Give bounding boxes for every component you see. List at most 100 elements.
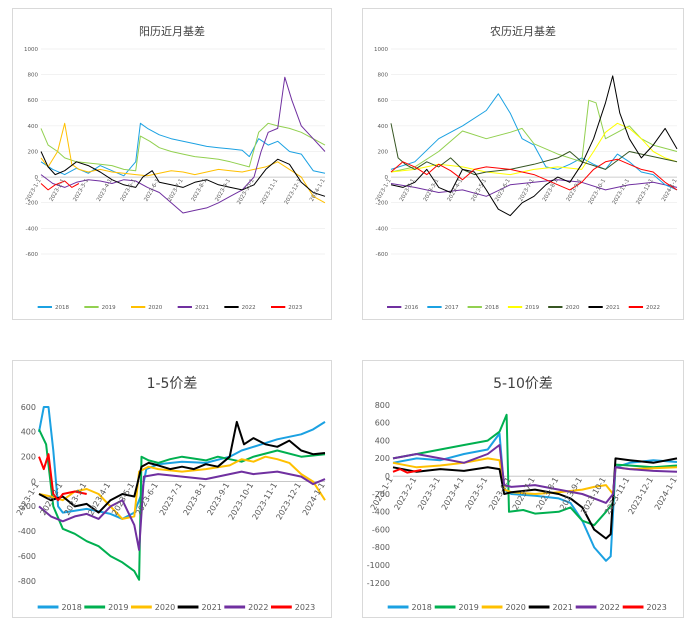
chart-svg: 800 600 400 200 0 -200 -400 -600 -800 -1000 -1200 2… bbox=[367, 401, 679, 612]
x-tick-label: 2024-1-1 bbox=[301, 481, 327, 517]
legend-label: 2022 bbox=[242, 305, 256, 311]
x-tick-label: 2023-9-1 bbox=[205, 481, 231, 517]
chart-svg: 1000 800 600 400 200 0 -200 -400 -600 2023-1-1 202… bbox=[24, 47, 327, 311]
series-line-2022 bbox=[392, 444, 678, 504]
y-tick-label: 600 bbox=[375, 419, 390, 428]
series-line-2021 bbox=[392, 457, 678, 540]
x-tick-label: 2023-7-1 bbox=[158, 481, 184, 517]
legend-label: 2021 bbox=[606, 305, 620, 311]
series-line-2023 bbox=[392, 468, 422, 474]
chart-title: 阳历近月基差 bbox=[139, 25, 205, 38]
legend-label: 2019 bbox=[108, 603, 128, 612]
y-tick-label: -200 bbox=[376, 201, 389, 207]
legend-label: 2018 bbox=[61, 603, 81, 612]
legend-label: 2023 bbox=[295, 603, 315, 612]
y-tick-label: -800 bbox=[18, 577, 36, 586]
y-tick-label: 400 bbox=[378, 124, 389, 130]
y-tick-label: -400 bbox=[376, 226, 389, 232]
x-tick-label: 2023-4-1 bbox=[440, 476, 466, 512]
x-tick-label: 2023-10-1 bbox=[588, 178, 607, 206]
legend-label: 2018 bbox=[55, 305, 69, 311]
y-tick-label: 1000 bbox=[24, 47, 38, 53]
y-tick-label: 800 bbox=[378, 73, 389, 79]
x-tick-label: 2023-5-1 bbox=[470, 178, 488, 203]
x-tick-label: 2023-2-1 bbox=[399, 178, 417, 203]
y-tick-label: -600 bbox=[372, 525, 390, 534]
chart-panel-solar-basis: 阳历近月基差 1000 800 600 400 200 0 -200 -400 -600 2023… bbox=[12, 8, 332, 320]
y-tick-label: -400 bbox=[372, 508, 390, 517]
x-tick-label: 2023-3-1 bbox=[423, 178, 441, 203]
series-line-2017 bbox=[390, 93, 678, 191]
y-tick-label: 200 bbox=[28, 149, 39, 155]
legend-label: 2020 bbox=[155, 603, 175, 612]
y-tick-label: -600 bbox=[376, 252, 389, 258]
legend-label: 2016 bbox=[404, 305, 418, 311]
legend-label: 2019 bbox=[102, 305, 116, 311]
series-line-2021 bbox=[40, 76, 326, 214]
y-tick-label: -1000 bbox=[367, 561, 390, 570]
y-tick-label: -400 bbox=[18, 527, 36, 536]
legend-label: 2018 bbox=[485, 305, 499, 311]
y-tick-label: 1000 bbox=[374, 47, 388, 53]
x-tick-label: 2023-11-1 bbox=[260, 178, 279, 206]
y-tick-label: -1200 bbox=[367, 579, 390, 588]
x-tick-label: 2023-1-1 bbox=[15, 481, 41, 517]
y-tick-label: 400 bbox=[28, 124, 39, 130]
y-tick-label: 0 bbox=[31, 477, 36, 486]
x-tick-label: 2023-12-1 bbox=[274, 481, 302, 521]
legend-label: 2019 bbox=[459, 603, 479, 612]
y-tick-label: 400 bbox=[21, 428, 36, 437]
x-tick-label: 2023-9-1 bbox=[214, 178, 232, 203]
legend-label: 2022 bbox=[646, 305, 660, 311]
x-tick-label: 2023-7-1 bbox=[167, 178, 185, 203]
x-tick-label: 2023-1-1 bbox=[375, 178, 393, 203]
chart-panel-spread-1-5: 1-5价差 600 400 200 0 -200 -400 -600 -800 2023-1-1… bbox=[12, 360, 332, 618]
x-tick-label: 2023-12-1 bbox=[627, 476, 655, 516]
legend-label: 2023 bbox=[288, 305, 302, 311]
y-tick-label: 0 bbox=[385, 175, 389, 181]
legend-label: 2023 bbox=[647, 603, 667, 612]
legend-label: 2021 bbox=[201, 603, 221, 612]
y-tick-label: -200 bbox=[26, 201, 39, 207]
y-tick-label: 200 bbox=[378, 149, 389, 155]
x-tick-label: 2023-2-1 bbox=[392, 476, 418, 512]
legend-label: 2018 bbox=[412, 603, 432, 612]
y-tick-label: 400 bbox=[375, 436, 390, 445]
series-line-2023 bbox=[38, 453, 87, 502]
series-line-2020 bbox=[40, 122, 326, 204]
legend-label: 2017 bbox=[445, 305, 459, 311]
series-line-2021 bbox=[390, 75, 678, 217]
y-tick-label: 200 bbox=[21, 453, 36, 462]
x-tick-label: 2023-3-1 bbox=[72, 178, 90, 203]
series-line-2018 bbox=[390, 99, 678, 173]
chart-svg: 6004002000-200-400-600-8002023-1-12023-2… bbox=[15, 403, 327, 612]
legend-label: 2020 bbox=[148, 305, 162, 311]
series-line-2018 bbox=[40, 122, 326, 177]
series-line-2022 bbox=[390, 158, 678, 191]
x-tick-label: 2023-8-1 bbox=[182, 481, 208, 517]
series-line-2019 bbox=[40, 122, 326, 172]
chart-title: 1-5价差 bbox=[146, 376, 198, 392]
legend-label: 2022 bbox=[600, 603, 620, 612]
series-line-2019 bbox=[390, 122, 678, 176]
y-tick-label: 600 bbox=[21, 403, 36, 412]
x-tick-label: 2024-1-1 bbox=[661, 178, 679, 203]
x-tick-label: 2023-6-1 bbox=[143, 178, 161, 203]
series-line-2023 bbox=[40, 180, 80, 191]
series-line-2020 bbox=[390, 123, 678, 176]
legend-label: 2019 bbox=[525, 305, 539, 311]
x-tick-label: 2023-3-1 bbox=[416, 476, 442, 512]
y-tick-label: -600 bbox=[18, 552, 36, 561]
chart-title: 5-10价差 bbox=[493, 376, 553, 392]
chart-panel-lunar-basis: 农历近月基差 1000 800 600 400 200 0 -200 -400 -600 2023… bbox=[362, 8, 684, 320]
legend-label: 2022 bbox=[248, 603, 268, 612]
legend-label: 2021 bbox=[553, 603, 573, 612]
y-tick-label: 200 bbox=[375, 454, 390, 463]
y-tick-label: -200 bbox=[18, 502, 36, 511]
x-tick-label: 2023-1-1 bbox=[25, 178, 43, 203]
x-tick-label: 2023-11-1 bbox=[612, 178, 631, 206]
y-tick-label: 0 bbox=[35, 175, 39, 181]
series-line-2019 bbox=[38, 428, 326, 581]
x-tick-label: 2023-5-1 bbox=[463, 476, 489, 512]
y-tick-label: 800 bbox=[375, 401, 390, 410]
